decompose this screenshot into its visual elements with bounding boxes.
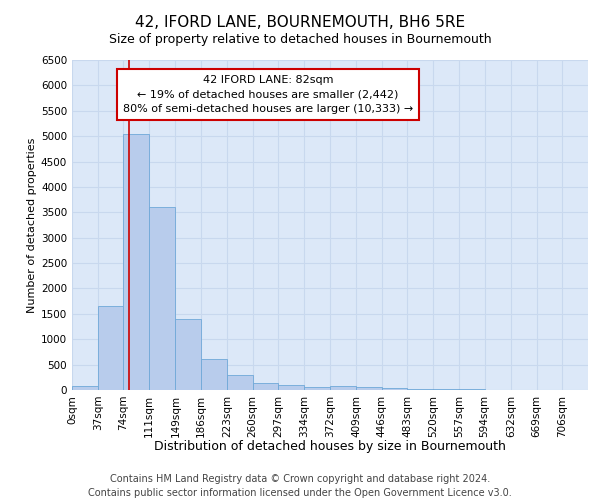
Text: 42 IFORD LANE: 82sqm
← 19% of detached houses are smaller (2,442)
80% of semi-de: 42 IFORD LANE: 82sqm ← 19% of detached h… bbox=[123, 75, 413, 114]
Bar bbox=[201, 358, 227, 390]
X-axis label: Distribution of detached houses by size in Bournemouth: Distribution of detached houses by size … bbox=[154, 440, 506, 453]
Bar bbox=[407, 389, 433, 390]
Bar bbox=[356, 388, 382, 390]
Text: 42, IFORD LANE, BOURNEMOUTH, BH6 5RE: 42, IFORD LANE, BOURNEMOUTH, BH6 5RE bbox=[135, 15, 465, 30]
Bar bbox=[98, 306, 124, 390]
Bar bbox=[149, 207, 175, 390]
Bar bbox=[227, 376, 253, 390]
Bar bbox=[124, 134, 149, 390]
Bar bbox=[175, 319, 201, 390]
Bar bbox=[72, 386, 98, 390]
Text: Contains HM Land Registry data © Crown copyright and database right 2024.
Contai: Contains HM Land Registry data © Crown c… bbox=[88, 474, 512, 498]
Bar bbox=[433, 389, 459, 390]
Bar bbox=[278, 385, 304, 390]
Bar bbox=[304, 387, 331, 390]
Y-axis label: Number of detached properties: Number of detached properties bbox=[27, 138, 37, 312]
Text: Size of property relative to detached houses in Bournemouth: Size of property relative to detached ho… bbox=[109, 32, 491, 46]
Bar bbox=[253, 383, 278, 390]
Bar bbox=[382, 388, 407, 390]
Bar bbox=[331, 386, 356, 390]
